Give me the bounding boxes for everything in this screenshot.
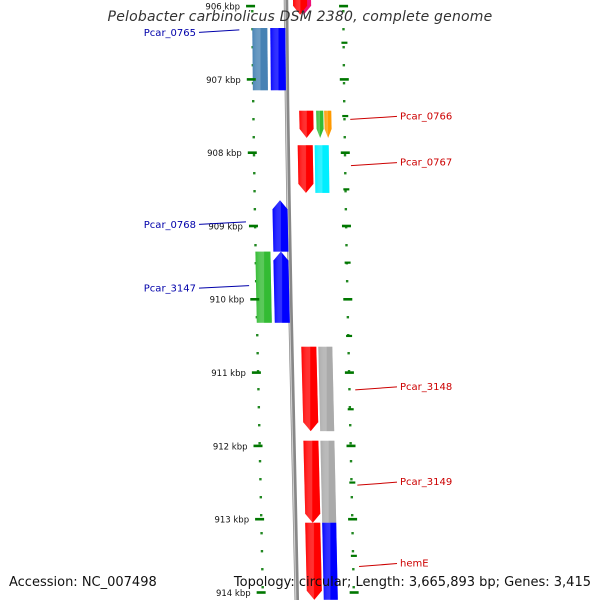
- tick-label-914: 914 kbp: [216, 589, 251, 599]
- leader-Pcar_0767: [350, 162, 398, 167]
- tick-mark-right-909: [341, 224, 351, 228]
- map-title: Pelobacter carbinolicus DSM 2380, comple…: [107, 9, 493, 25]
- tick-label-910: 910 kbp: [210, 296, 245, 306]
- genome-backbone: [283, 0, 300, 600]
- tick-mark-right-910: [343, 298, 353, 301]
- gene-shade-Pcar_3149-gray: [320, 440, 337, 523]
- gene-shade-hemE: [305, 522, 322, 600]
- label-Pcar_0766: Pcar_0766: [400, 111, 452, 122]
- gene-shade-Pcar_0766-orange: [324, 110, 332, 138]
- gene-shade-Pcar_3149: [303, 440, 321, 523]
- label-Pcar_3147: Pcar_3147: [144, 284, 196, 295]
- leader-Pcar_3148: [355, 386, 398, 391]
- tick-mark-right-907: [339, 78, 349, 81]
- leader-Pcar_3149: [357, 481, 398, 486]
- tick-minor-right: [347, 408, 354, 411]
- gene-features: [252, 0, 338, 600]
- leader-Pcar_0766: [350, 115, 398, 120]
- tick-mark-right-906: [339, 4, 349, 8]
- tick-mark-right-912: [346, 444, 356, 448]
- tick-mark-right-911: [344, 371, 354, 374]
- tick-mark-right-913: [348, 517, 358, 521]
- tick-label-907: 907 kbp: [206, 76, 241, 86]
- tick-label-906: 906 kbp: [205, 3, 240, 13]
- gene-shade-Pcar_0766-red: [299, 110, 314, 138]
- leader-Pcar_0765: [198, 29, 240, 33]
- gene-shade-Pcar_3147-green: [255, 251, 272, 323]
- tick-minor-right: [346, 334, 353, 338]
- tick-mark-914: [256, 591, 266, 594]
- tick-mark-right-914: [349, 591, 359, 594]
- tick-minor-right: [349, 481, 356, 484]
- gene-shade-Pcar_0765-steel: [252, 28, 268, 91]
- label-Pcar_0767: Pcar_0767: [400, 158, 452, 169]
- label-Pcar_0768: Pcar_0768: [144, 220, 196, 231]
- tick-mark-913: [255, 517, 265, 521]
- tick-mark-911: [251, 371, 261, 374]
- tick-minor-right: [343, 188, 350, 191]
- leader-hemE: [359, 563, 398, 568]
- tick-mark-908: [247, 151, 257, 154]
- tick-label-909: 909 kbp: [208, 222, 243, 232]
- leader-Pcar_3147: [198, 285, 250, 289]
- tick-label-911: 911 kbp: [211, 369, 246, 379]
- tick-mark-910: [250, 298, 260, 301]
- accession-text: Accession: NC_007498: [9, 575, 157, 590]
- gene-shade-Pcar_0765: [270, 28, 286, 91]
- tick-mark-912: [253, 444, 263, 448]
- tick-mark-907: [246, 78, 256, 81]
- tick-minor-right: [341, 41, 348, 44]
- tick-minor-right: [350, 554, 357, 557]
- tick-label-913: 913 kbp: [214, 516, 249, 526]
- gene-shade-Pcar_0766-green: [316, 110, 324, 138]
- gene-shade-Pcar_3148-gray: [318, 346, 335, 432]
- tick-label-912: 912 kbp: [213, 442, 248, 452]
- tick-label-908: 908 kbp: [207, 149, 242, 159]
- gene-shade-Pcar_0768: [272, 200, 289, 252]
- tick-minor-right: [342, 114, 349, 118]
- leader-Pcar_0768: [198, 221, 246, 225]
- label-Pcar_0765: Pcar_0765: [144, 28, 196, 39]
- gene-shade-red-top: [293, 0, 308, 15]
- tick-mark-906: [246, 4, 256, 8]
- label-hemE: hemE: [400, 559, 429, 570]
- gene-shade-Pcar_0767: [297, 145, 314, 193]
- gene-shade-Pcar_3148: [301, 346, 319, 432]
- genome-summary-text: Topology: circular; Length: 3,665,893 bp…: [233, 575, 591, 590]
- backbone-line: [283, 0, 300, 600]
- gene-shade-Pcar_0767-cyan: [314, 145, 330, 193]
- gene-labels: Pcar_0765 Pcar_0766 Pcar_0767 Pcar_0768 Pcar…: [144, 28, 452, 570]
- backbone-highlight: [284, 0, 297, 600]
- gene-shade-Pcar_3147: [273, 251, 290, 323]
- scale-ticks: 906 kbp 907 kbp 908 kbp 909 kbp 910 kbp 911 k…: [205, 3, 359, 599]
- label-Pcar_3148: Pcar_3148: [400, 382, 452, 393]
- gene-shade-hemE-blue: [322, 522, 338, 600]
- label-Pcar_3149: Pcar_3149: [400, 477, 452, 488]
- tick-mark-909: [248, 224, 258, 228]
- tick-mark-right-908: [340, 151, 350, 154]
- tick-minor-right: [344, 261, 351, 264]
